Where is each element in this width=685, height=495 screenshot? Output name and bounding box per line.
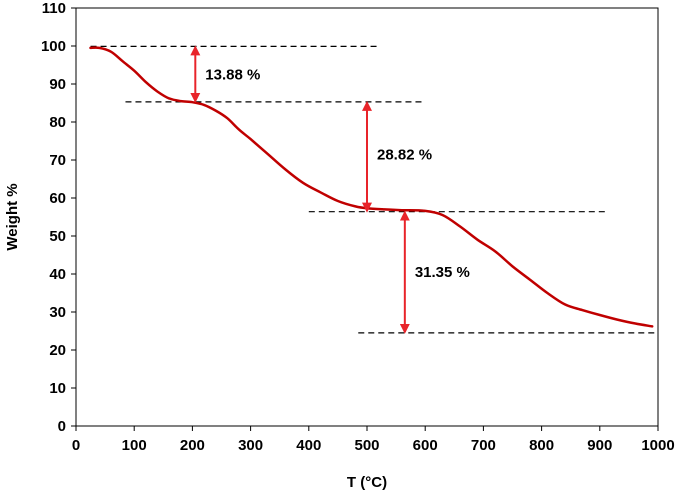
y-tick-label: 100	[41, 38, 66, 55]
x-axis: 0 100 200 300 400 500 600 700 800 900 1000	[72, 426, 675, 454]
x-tick-label: 800	[529, 437, 554, 454]
annotations: 13.88 % 28.82 % 31.35 %	[190, 45, 470, 334]
y-axis-title: Weight %	[4, 183, 21, 250]
y-tick-label: 0	[58, 418, 66, 435]
annotation-label: 13.88 %	[205, 67, 260, 84]
y-tick-label: 10	[49, 380, 66, 397]
x-tick-label: 100	[122, 437, 147, 454]
x-tick-label: 0	[72, 437, 80, 454]
annotation-label: 28.82 %	[377, 146, 432, 163]
y-tick-label: 110	[42, 0, 66, 17]
x-tick-label: 1000	[641, 437, 674, 454]
y-tick-label: 90	[49, 76, 66, 93]
x-tick-label: 700	[471, 437, 496, 454]
y-tick-label: 20	[49, 342, 66, 359]
x-axis-title: T (°C)	[347, 474, 387, 491]
series-line-weight	[89, 46, 654, 328]
y-tick-label: 80	[49, 114, 66, 131]
x-tick-label: 300	[238, 437, 263, 454]
reference-lines	[90, 45, 658, 334]
y-axis: 0 10 20 30 40 50 60 70 80 90 100 110	[41, 0, 76, 435]
y-tick-label: 40	[49, 266, 66, 283]
x-tick-label: 400	[296, 437, 321, 454]
y-tick-label: 60	[49, 190, 66, 207]
plot-frame	[75, 7, 659, 427]
y-tick-label: 30	[49, 304, 66, 321]
x-tick-label: 600	[413, 437, 438, 454]
x-tick-label: 900	[587, 437, 612, 454]
x-tick-label: 500	[354, 437, 379, 454]
y-tick-label: 70	[49, 152, 66, 169]
y-tick-label: 50	[49, 228, 66, 245]
x-tick-label: 200	[180, 437, 205, 454]
annotation-label: 31.35 %	[415, 264, 470, 281]
